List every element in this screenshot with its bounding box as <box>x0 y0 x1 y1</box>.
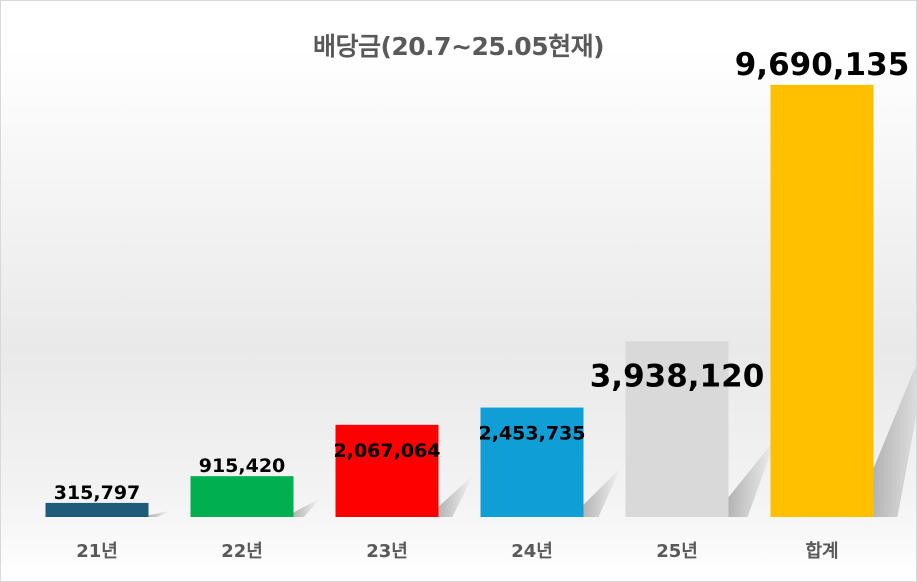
bar-5 <box>625 341 729 517</box>
category-labels-group: 21년 22년 23년 24년 25년 합계 <box>76 540 838 562</box>
bar-6 <box>770 84 874 517</box>
bar-shadow-2 <box>293 498 320 517</box>
value-label-2: 915,420 <box>199 455 286 477</box>
bar-shadow-5 <box>728 437 777 517</box>
category-label-4: 24년 <box>511 541 553 562</box>
bar-1 <box>45 502 149 517</box>
category-label-2: 22년 <box>221 541 263 562</box>
bar-shadows <box>148 365 916 517</box>
value-label-3: 2,067,064 <box>334 440 441 462</box>
bars-group <box>45 84 874 517</box>
value-label-6: 9,690,135 <box>735 47 910 83</box>
bar-shadow-6 <box>873 365 916 517</box>
category-label-3: 23년 <box>366 541 408 562</box>
value-label-1: 315,797 <box>54 482 141 504</box>
bar-3 <box>335 424 439 517</box>
bar-shadow-3 <box>438 475 474 517</box>
bar-2 <box>190 476 294 517</box>
bar-shadow-4 <box>583 467 621 517</box>
category-label-1: 21년 <box>76 541 118 562</box>
chart-title: 배당금(20.7~25.05현재) <box>312 32 605 61</box>
category-label-5: 25년 <box>656 541 698 562</box>
bar-shadow-1 <box>148 510 171 517</box>
category-label-6: 합계 <box>805 540 838 562</box>
value-label-4: 2,453,735 <box>479 423 586 445</box>
bar-4 <box>480 407 584 517</box>
value-labels-group: 315,797 915,420 2,067,064 2,453,735 3,938,12… <box>54 47 910 504</box>
value-label-5: 3,938,120 <box>590 358 765 394</box>
